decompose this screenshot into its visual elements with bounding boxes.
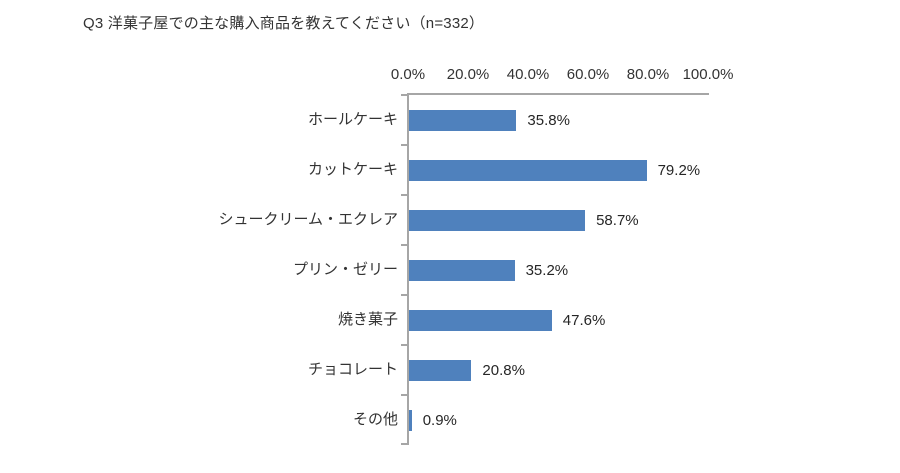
bar	[409, 159, 647, 181]
bar	[409, 409, 412, 431]
x-tick-label-60: 60.0%	[566, 66, 610, 83]
category-label: ホールケーキ	[307, 111, 398, 128]
value-label: 58.7%	[596, 211, 639, 229]
x-tick-label-40: 40.0%	[506, 66, 550, 83]
axis-tick	[401, 94, 407, 96]
bar-row: その他 0.9%	[0, 395, 900, 445]
x-tick-label-100: 100.0%	[682, 66, 734, 83]
bar	[409, 259, 515, 281]
x-tick-label-0: 0.0%	[390, 66, 426, 83]
category-axis-line	[407, 93, 409, 445]
value-label: 20.8%	[482, 361, 525, 379]
axis-tick	[401, 244, 407, 246]
category-label: プリン・ゼリー	[292, 261, 398, 278]
category-label: その他	[352, 411, 398, 428]
plot-area: ホールケーキ 35.8% カットケーキ 79.2% シュークリーム・エクレア 5…	[0, 93, 900, 445]
plot-top-border	[407, 93, 709, 95]
bar-row: 焼き菓子 47.6%	[0, 295, 900, 345]
category-label: シュークリーム・エクレア	[218, 211, 398, 228]
axis-tick	[401, 194, 407, 196]
axis-tick	[401, 394, 407, 396]
chart-title: Q3 洋菓子屋での主な購入商品を教えてください（n=332）	[83, 15, 485, 32]
bar-row: ホールケーキ 35.8%	[0, 95, 900, 145]
bar-row: カットケーキ 79.2%	[0, 145, 900, 195]
category-label: カットケーキ	[307, 161, 398, 178]
value-label: 79.2%	[657, 161, 701, 179]
bar-row: プリン・ゼリー 35.2%	[0, 245, 900, 295]
value-label: 47.6%	[562, 311, 606, 329]
x-tick-label-20: 20.0%	[446, 66, 490, 83]
axis-tick	[401, 144, 407, 146]
axis-tick	[401, 344, 407, 346]
value-label: 0.9%	[422, 411, 457, 429]
bar	[409, 109, 517, 131]
bar	[409, 309, 552, 331]
bar-row: シュークリーム・エクレア 58.7%	[0, 195, 900, 245]
value-label: 35.8%	[527, 111, 570, 129]
axis-tick	[401, 294, 407, 296]
bar	[409, 209, 586, 231]
category-label: チョコレート	[307, 361, 398, 378]
x-tick-label-80: 80.0%	[626, 66, 670, 83]
bar	[409, 359, 472, 381]
bar-row: チョコレート 20.8%	[0, 345, 900, 395]
axis-tick	[401, 443, 407, 445]
value-label: 35.2%	[525, 261, 569, 279]
category-label: 焼き菓子	[337, 311, 398, 328]
